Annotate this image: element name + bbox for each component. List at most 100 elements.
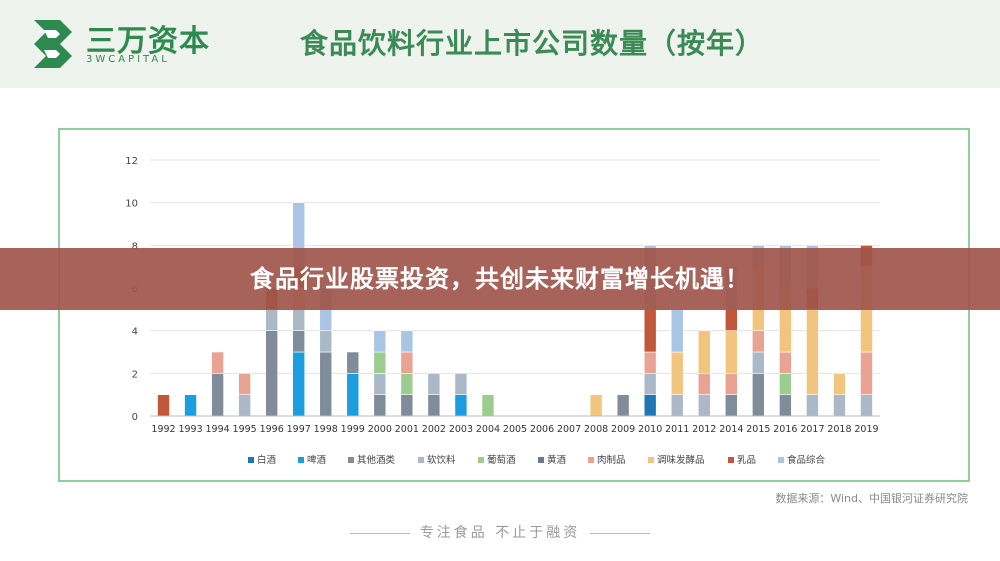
footer-line-right [590,532,651,534]
bar-segment [292,351,306,417]
x-tick-label: 2017 [800,424,824,435]
x-tick-label: 1992 [151,424,175,435]
banner-text: 食品行业股票投资，共创未来财富增长机遇！ [250,265,750,293]
bar-segment [670,394,684,417]
x-tick-label: 2018 [827,424,851,435]
bar-segment [643,351,657,374]
x-tick-label: 2001 [395,424,419,435]
legend-label: 葡萄酒 [487,454,516,466]
legend-swatch [478,457,484,463]
y-tick-label: 10 [125,199,138,210]
bar-segment [238,394,251,417]
legend-swatch [418,457,424,463]
x-tick-label: 2014 [719,424,743,435]
brand-logo: 三万资本 3WCAPITAL [30,16,220,74]
footer-line-left [349,532,410,534]
footer-slogan: 专注食品 不止于融资 [0,522,1000,542]
y-tick-label: 4 [132,327,138,338]
bar-segment [616,394,630,417]
bar-segment [454,394,468,417]
legend-label: 软饮料 [427,454,456,466]
bar-segment [292,309,306,331]
bar-segment [643,373,657,395]
x-tick-label: 1999 [341,424,365,435]
bar-segment [319,351,333,417]
bar-segment [860,394,873,417]
bar-segment [752,330,765,353]
bar-segment [697,330,711,374]
bar-segment [697,394,711,417]
bar-segment [265,330,278,417]
legend-swatch [298,457,304,463]
x-tick-label: 2002 [422,424,446,435]
legend-swatch [648,457,654,463]
legend-label: 其他酒类 [357,454,396,466]
bar-segment [373,373,387,395]
bar-segment [373,351,387,374]
x-tick-label: 2000 [368,424,392,435]
bar-segment [833,373,846,395]
y-tick-label: 8 [132,241,138,252]
legend-swatch [538,457,544,463]
bar-segment [157,394,170,417]
bar-segment [238,373,251,395]
legend-label: 啤酒 [307,454,327,466]
logo-mark-icon [34,20,72,68]
bar-segment [724,394,738,417]
bar-segment [779,394,792,417]
bar-segment [643,309,657,353]
bar-segment [292,330,306,353]
y-tick-label: 2 [132,369,138,380]
x-tick-label: 2004 [476,424,500,435]
y-tick-label: 12 [125,156,138,167]
legend-label: 乳品 [737,454,756,466]
bar-segment [319,330,333,353]
bar-segment [806,394,819,417]
bar-segment [481,394,495,417]
bar-segment [265,309,278,331]
bar-segment [427,394,441,417]
x-tick-label: 1995 [233,424,257,435]
legend-swatch [348,457,354,463]
x-tick-label: 1998 [314,424,338,435]
bar-segment [806,309,819,395]
bar-segment [400,330,414,353]
bar-segment [779,373,792,395]
legend-label: 黄酒 [547,454,567,466]
x-tick-label: 2010 [638,424,662,435]
x-tick-label: 1997 [287,424,311,435]
page-title: 食品饮料行业上市公司数量（按年） [300,27,765,60]
x-tick-label: 2009 [611,424,635,435]
x-tick-label: 1996 [260,424,284,435]
x-tick-label: 2016 [773,424,797,435]
x-tick-label: 2006 [530,424,554,435]
bar-segment [184,394,197,417]
y-tick-label: 0 [132,412,138,423]
legend-label: 食品综合 [787,454,826,466]
promo-banner: 食品行业股票投资，共创未来财富增长机遇！ [0,248,1000,310]
x-tick-label: 2019 [854,424,878,435]
bar-segment [400,373,414,395]
legend-label: 调味发酵品 [657,454,705,466]
x-tick-label: 2007 [557,424,581,435]
x-tick-label: 2011 [665,424,689,435]
legend-label: 白酒 [257,454,277,466]
legend-swatch [728,457,734,463]
header: 三万资本 3WCAPITAL 食品饮料行业上市公司数量（按年） [0,0,1000,88]
bar-segment [670,351,684,395]
bar-segment [779,351,792,374]
legend-swatch [588,457,594,463]
bar-segment [752,351,765,374]
x-tick-label: 1994 [205,424,229,435]
bar-segment [211,373,224,417]
bar-segment [833,394,846,417]
x-tick-label: 2003 [449,424,473,435]
x-tick-label: 2015 [746,424,770,435]
bar-segment [670,309,684,353]
data-source: 数据来源：Wind、中国银河证券研究院 [775,492,968,505]
x-tick-label: 2012 [692,424,716,435]
bar-segment [724,373,738,395]
x-tick-label: 2008 [584,424,608,435]
bar-segment [373,394,387,417]
legend-swatch [248,457,254,463]
